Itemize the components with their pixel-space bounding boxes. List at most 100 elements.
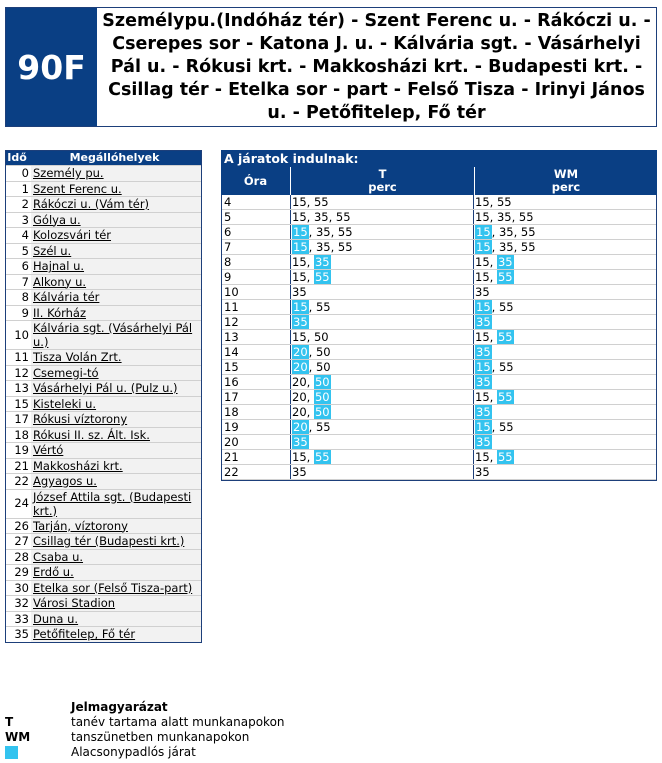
- stop-link[interactable]: Csaba u.: [31, 549, 201, 564]
- departure-minute: 35: [315, 240, 331, 254]
- stop-time: 15: [14, 396, 29, 411]
- departure-minute: 35: [292, 315, 309, 329]
- departure-row: 14 20, 50 35: [222, 345, 656, 360]
- departure-row: 16 20, 50 35: [222, 375, 656, 390]
- stop-time: 35: [14, 627, 29, 641]
- stop-link[interactable]: Csemegi-tó: [31, 365, 201, 380]
- departure-minute: 55: [335, 210, 351, 224]
- departure-minute: 15: [475, 390, 490, 404]
- legend-row: WM tanszünetben munkanapokon: [5, 730, 657, 745]
- departure-hour: 21: [222, 450, 291, 464]
- departure-minute: 35: [313, 210, 329, 224]
- stop-link[interactable]: Szent Ferenc u.: [31, 181, 201, 196]
- stop-time: 24: [14, 496, 29, 511]
- stop-link[interactable]: Kálvária tér: [31, 290, 201, 305]
- departure-minute: 15: [475, 255, 490, 269]
- departure-hour: 14: [222, 345, 291, 359]
- departures-T: 20, 55: [291, 420, 474, 434]
- departure-minute: 35: [475, 315, 492, 329]
- stop-link[interactable]: Kisteleki u.: [31, 396, 201, 411]
- stop-link[interactable]: Tarján, víztorony: [31, 518, 201, 533]
- stop-time: 17: [14, 412, 29, 426]
- stop-link[interactable]: Alkony u.: [31, 274, 201, 289]
- departure-hour: 12: [222, 315, 291, 329]
- departure-minute: 15: [292, 240, 309, 254]
- departure-minute: 55: [496, 390, 514, 404]
- departure-row: 13 15, 50 15, 55: [222, 330, 656, 345]
- departure-minute: 15: [475, 240, 492, 254]
- stop-time: 0: [21, 166, 29, 180]
- stop-link[interactable]: Kolozsvári tér: [31, 228, 201, 243]
- stop-link[interactable]: Tisza Volán Zrt.: [31, 350, 201, 365]
- stop-link[interactable]: Makkosházi krt.: [31, 458, 201, 473]
- stop-row: 19 Vértó: [6, 442, 201, 458]
- departures-WM: 15, 55: [475, 360, 514, 374]
- stop-row: 35 Petőfitelep, Fő tér: [6, 626, 201, 642]
- stop-link[interactable]: Kálvária sgt. (Vásárhelyi Pál u.): [31, 321, 201, 349]
- departure-minute: 35: [498, 225, 514, 239]
- stop-link[interactable]: Rákóczi u. (Vám tér): [31, 197, 201, 212]
- stop-link[interactable]: Szél u.: [31, 243, 201, 258]
- departures-WM: 15, 55: [475, 270, 514, 284]
- departure-minute: 35: [496, 255, 514, 269]
- departure-minute: 20: [292, 360, 309, 374]
- lowfloor-swatch: [5, 746, 18, 759]
- stops-table: Idő Megállóhelyek 0 Személy pu. 1 Szent Fer…: [5, 150, 202, 643]
- departures-T: 20, 50: [291, 360, 474, 374]
- stop-link[interactable]: Városi Stadion: [31, 596, 201, 611]
- col-stops-header: Megállóhelyek: [69, 151, 160, 164]
- departure-minute: 15: [292, 330, 307, 344]
- departures-WM: 15, 55: [475, 420, 514, 434]
- legend-key: WM: [5, 730, 31, 744]
- departures-T: 15, 35, 55: [291, 240, 474, 254]
- stop-link[interactable]: Agyagos u.: [31, 474, 201, 489]
- departure-row: 22 35 35: [222, 465, 656, 480]
- departure-minute: 15: [292, 270, 307, 284]
- stop-time: 3: [21, 212, 29, 227]
- departures-WM: 15, 55: [475, 300, 514, 314]
- departure-hour: 9: [222, 270, 291, 284]
- departures-T: 20, 50: [291, 345, 474, 359]
- stop-link[interactable]: Hajnal u.: [31, 259, 201, 274]
- departure-minute: 50: [313, 390, 331, 404]
- stop-link[interactable]: József Attila sgt. (Budapesti krt.): [31, 489, 201, 518]
- stop-link[interactable]: Rókusi víztorony: [31, 412, 201, 427]
- stop-time: 6: [21, 259, 29, 273]
- stop-link[interactable]: Vértó: [31, 443, 201, 458]
- stop-link[interactable]: Erdő u.: [31, 565, 201, 580]
- departure-minute: 55: [313, 195, 329, 209]
- stop-link[interactable]: Rókusi II. sz. Ált. Isk.: [31, 427, 201, 442]
- stop-link[interactable]: Vásárhelyi Pál u. (Pulz u.): [31, 381, 201, 396]
- stop-link[interactable]: Csillag tér (Budapesti krt.): [31, 534, 201, 549]
- departure-minute: 35: [498, 240, 514, 254]
- stop-row: 29 Erdő u.: [6, 564, 201, 580]
- departure-minute: 55: [337, 240, 353, 254]
- stop-link[interactable]: II. Kórház: [31, 305, 201, 320]
- route-number: 90F: [6, 8, 97, 126]
- stop-link[interactable]: Gólya u.: [31, 212, 201, 227]
- departure-minute: 50: [313, 375, 331, 389]
- departure-minute: 55: [315, 300, 331, 314]
- departure-minute: 20: [292, 420, 309, 434]
- stop-link[interactable]: Duna u.: [31, 611, 201, 626]
- departure-minute: 55: [498, 360, 514, 374]
- departure-row: 7 15, 35, 55 15, 35, 55: [222, 240, 656, 255]
- stop-time: 10: [14, 327, 29, 342]
- stop-time: 12: [14, 365, 29, 380]
- stop-time: 29: [14, 565, 29, 579]
- departure-row: 21 15, 55 15, 55: [222, 450, 656, 465]
- departure-row: 10 35 35: [222, 285, 656, 300]
- stop-link[interactable]: Petőfitelep, Fő tér: [31, 627, 201, 642]
- stop-time: 4: [21, 228, 29, 242]
- stops-table-header: Idő Megállóhelyek: [6, 151, 201, 165]
- departures-T: 15, 55: [291, 195, 474, 209]
- departure-minute: 55: [315, 420, 331, 434]
- departure-minute: 15: [292, 300, 309, 314]
- departures-T: 15, 35, 55: [291, 225, 474, 239]
- stop-link[interactable]: Személy pu.: [31, 166, 201, 181]
- stop-row: 5 Szél u.: [6, 242, 201, 258]
- legend-text: tanév tartama alatt munkanapokon: [71, 715, 285, 729]
- stop-link[interactable]: Etelka sor (Felső Tisza-part): [31, 580, 201, 595]
